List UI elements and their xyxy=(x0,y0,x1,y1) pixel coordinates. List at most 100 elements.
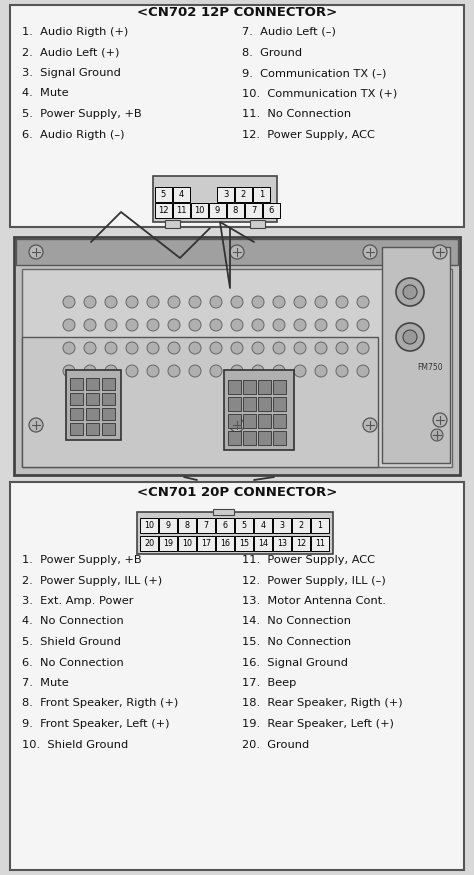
Text: 11.  Power Supply, ACC: 11. Power Supply, ACC xyxy=(242,555,375,565)
Bar xyxy=(258,414,271,428)
Circle shape xyxy=(273,342,285,354)
Circle shape xyxy=(29,245,43,259)
Text: 3.  Ext. Amp. Power: 3. Ext. Amp. Power xyxy=(22,596,134,606)
Circle shape xyxy=(363,418,377,432)
Circle shape xyxy=(231,319,243,331)
Circle shape xyxy=(63,365,75,377)
Text: 16: 16 xyxy=(220,539,230,548)
Circle shape xyxy=(168,319,180,331)
Circle shape xyxy=(231,296,243,308)
Text: 2.  Audio Left (+): 2. Audio Left (+) xyxy=(22,47,119,58)
Bar xyxy=(228,431,241,445)
Text: 12.  Power Supply, ILL (–): 12. Power Supply, ILL (–) xyxy=(242,576,386,585)
Text: 9.  Communication TX (–): 9. Communication TX (–) xyxy=(242,68,386,78)
Circle shape xyxy=(210,365,222,377)
Bar xyxy=(70,378,83,390)
Bar xyxy=(102,423,115,435)
Bar xyxy=(86,393,99,405)
Bar xyxy=(197,536,215,551)
Bar xyxy=(253,187,270,202)
Text: 15: 15 xyxy=(239,539,249,548)
Circle shape xyxy=(252,365,264,377)
Bar xyxy=(243,414,256,428)
Bar xyxy=(258,397,271,411)
Bar xyxy=(22,337,378,467)
Text: 10.  Shield Ground: 10. Shield Ground xyxy=(22,739,128,750)
Bar xyxy=(102,378,115,390)
Bar xyxy=(292,518,310,533)
Text: 17.  Beep: 17. Beep xyxy=(242,678,296,688)
Bar xyxy=(254,518,272,533)
Bar xyxy=(235,536,253,551)
Text: 3.  Signal Ground: 3. Signal Ground xyxy=(22,68,121,78)
Circle shape xyxy=(105,365,117,377)
Bar xyxy=(250,220,265,228)
Circle shape xyxy=(189,296,201,308)
Circle shape xyxy=(336,365,348,377)
Text: 15.  No Connection: 15. No Connection xyxy=(242,637,351,647)
Circle shape xyxy=(336,296,348,308)
Bar xyxy=(273,380,286,394)
Text: 18.  Rear Speaker, Rigth (+): 18. Rear Speaker, Rigth (+) xyxy=(242,698,402,709)
Bar xyxy=(10,482,464,870)
Bar xyxy=(86,408,99,420)
Bar xyxy=(217,187,234,202)
Text: 9.  Front Speaker, Left (+): 9. Front Speaker, Left (+) xyxy=(22,719,170,729)
Circle shape xyxy=(403,285,417,299)
Text: 10: 10 xyxy=(182,539,192,548)
Bar xyxy=(245,203,262,218)
Circle shape xyxy=(105,342,117,354)
Text: 6: 6 xyxy=(269,206,274,215)
Bar xyxy=(102,393,115,405)
Bar xyxy=(153,176,277,222)
Text: 13.  Motor Antenna Cont.: 13. Motor Antenna Cont. xyxy=(242,596,386,606)
Text: 4.  No Connection: 4. No Connection xyxy=(22,617,124,626)
Text: 17: 17 xyxy=(201,539,211,548)
Bar xyxy=(197,518,215,533)
Text: FM750: FM750 xyxy=(417,362,443,372)
Circle shape xyxy=(336,342,348,354)
Bar xyxy=(10,5,464,227)
Circle shape xyxy=(210,296,222,308)
Circle shape xyxy=(168,365,180,377)
Text: 10.  Communication TX (+): 10. Communication TX (+) xyxy=(242,88,397,99)
Text: 7: 7 xyxy=(203,521,209,530)
Text: 2: 2 xyxy=(241,190,246,199)
Circle shape xyxy=(396,278,424,306)
Text: 12.  Power Supply, ACC: 12. Power Supply, ACC xyxy=(242,130,375,139)
Circle shape xyxy=(210,342,222,354)
Text: 11: 11 xyxy=(176,206,187,215)
Text: 8: 8 xyxy=(233,206,238,215)
Text: 20: 20 xyxy=(144,539,154,548)
Bar xyxy=(14,237,460,475)
Bar xyxy=(16,239,458,265)
Circle shape xyxy=(230,245,244,259)
Circle shape xyxy=(105,319,117,331)
Circle shape xyxy=(84,365,96,377)
Circle shape xyxy=(147,296,159,308)
Bar xyxy=(173,187,190,202)
Text: 9: 9 xyxy=(165,521,171,530)
Bar xyxy=(227,203,244,218)
Bar xyxy=(70,408,83,420)
Bar xyxy=(235,187,252,202)
Bar xyxy=(216,518,234,533)
Bar xyxy=(311,536,329,551)
Bar xyxy=(165,220,180,228)
Circle shape xyxy=(315,342,327,354)
Bar xyxy=(86,378,99,390)
Bar xyxy=(263,203,280,218)
Circle shape xyxy=(294,365,306,377)
Circle shape xyxy=(126,296,138,308)
Bar xyxy=(235,518,253,533)
Circle shape xyxy=(84,319,96,331)
Text: 10: 10 xyxy=(144,521,154,530)
Text: 12: 12 xyxy=(296,539,306,548)
Bar xyxy=(228,414,241,428)
Text: 1.  Audio Rigth (+): 1. Audio Rigth (+) xyxy=(22,27,128,37)
Bar xyxy=(173,203,190,218)
Circle shape xyxy=(126,365,138,377)
Bar xyxy=(228,397,241,411)
Bar xyxy=(140,518,158,533)
Text: 10: 10 xyxy=(194,206,205,215)
